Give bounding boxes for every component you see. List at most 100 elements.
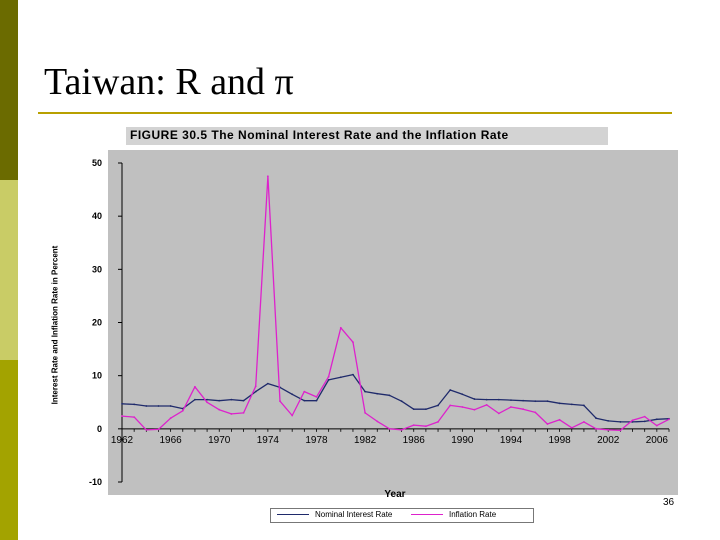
data-point-nominal-interest-rate	[388, 394, 391, 397]
data-point-nominal-interest-rate	[291, 393, 294, 396]
data-point-inflation-rate	[497, 412, 500, 415]
data-point-nominal-interest-rate	[619, 421, 622, 423]
data-point-nominal-interest-rate	[230, 398, 233, 401]
data-point-nominal-interest-rate	[473, 398, 476, 400]
data-point-inflation-rate	[631, 419, 634, 422]
data-point-nominal-interest-rate	[461, 393, 464, 396]
data-point-inflation-rate	[534, 411, 537, 414]
data-point-inflation-rate	[485, 404, 488, 406]
x-tick-label: 2002	[597, 435, 620, 446]
data-point-nominal-interest-rate	[522, 399, 525, 402]
data-point-nominal-interest-rate	[315, 399, 318, 402]
data-point-nominal-interest-rate	[218, 399, 221, 402]
data-point-nominal-interest-rate	[145, 405, 148, 407]
data-point-inflation-rate	[437, 421, 439, 423]
data-point-inflation-rate	[327, 375, 330, 378]
data-point-nominal-interest-rate	[169, 405, 172, 407]
data-point-inflation-rate	[352, 341, 354, 344]
data-point-inflation-rate	[364, 411, 367, 414]
data-point-nominal-interest-rate	[583, 404, 585, 407]
y-tick-label: 0	[97, 424, 102, 434]
data-point-nominal-interest-rate	[643, 420, 646, 423]
data-point-inflation-rate	[315, 396, 318, 398]
accent-bar-middle	[0, 180, 18, 360]
x-axis-label: Year	[384, 489, 406, 500]
chart-legend: Nominal Interest Rate Inflation Rate	[270, 508, 534, 523]
series-line-inflation-rate	[121, 175, 670, 432]
data-point-nominal-interest-rate	[607, 419, 610, 422]
legend-item-nominal-interest-rate: Nominal Interest Rate	[277, 510, 392, 519]
data-point-nominal-interest-rate	[510, 399, 512, 402]
data-point-inflation-rate	[449, 404, 452, 407]
data-point-inflation-rate	[157, 428, 160, 431]
x-tick-label: 1966	[159, 435, 182, 446]
legend-item-inflation-rate: Inflation Rate	[411, 510, 496, 519]
data-point-inflation-rate	[230, 413, 233, 415]
data-point-nominal-interest-rate	[570, 403, 573, 406]
figure-title: FIGURE 30.5 The Nominal Interest Rate an…	[130, 128, 509, 142]
data-point-inflation-rate	[607, 428, 610, 431]
slide-title: Taiwan: R and π	[44, 61, 294, 103]
data-point-nominal-interest-rate	[157, 405, 160, 407]
data-point-inflation-rate	[461, 406, 464, 408]
plot-area	[108, 150, 678, 495]
x-tick-label: 1994	[500, 435, 523, 446]
data-point-inflation-rate	[303, 390, 306, 393]
data-point-nominal-interest-rate	[339, 376, 342, 379]
data-point-inflation-rate	[595, 427, 597, 430]
legend-swatch-nominal-interest-rate	[277, 514, 309, 516]
data-point-inflation-rate	[412, 424, 415, 427]
data-point-nominal-interest-rate	[485, 398, 488, 401]
x-tick-label: 1970	[208, 435, 231, 446]
data-point-nominal-interest-rate	[424, 408, 427, 411]
data-point-inflation-rate	[558, 418, 561, 421]
x-tick-label: 2006	[646, 435, 669, 446]
data-point-nominal-interest-rate	[121, 402, 123, 405]
data-point-nominal-interest-rate	[327, 379, 330, 381]
data-point-inflation-rate	[266, 175, 269, 178]
data-point-inflation-rate	[510, 406, 512, 408]
data-point-inflation-rate	[473, 408, 476, 411]
data-point-nominal-interest-rate	[303, 399, 306, 402]
data-point-nominal-interest-rate	[376, 392, 379, 395]
figure-title-banner	[126, 127, 608, 145]
data-point-nominal-interest-rate	[546, 400, 549, 403]
data-point-nominal-interest-rate	[595, 417, 597, 420]
legend-swatch-inflation-rate	[411, 514, 443, 516]
data-point-nominal-interest-rate	[655, 418, 658, 421]
data-point-nominal-interest-rate	[266, 382, 269, 385]
data-point-inflation-rate	[376, 420, 379, 423]
y-tick-label: 30	[92, 264, 102, 274]
data-point-inflation-rate	[388, 427, 391, 430]
y-tick-label: -10	[89, 477, 102, 487]
x-tick-label: 1978	[305, 435, 328, 446]
data-point-nominal-interest-rate	[558, 402, 561, 405]
x-tick-label: 1990	[451, 435, 474, 446]
data-point-inflation-rate	[121, 415, 123, 417]
data-point-inflation-rate	[194, 385, 196, 388]
data-point-inflation-rate	[583, 421, 585, 423]
x-tick-label: 1974	[257, 435, 280, 446]
series-line-nominal-interest-rate	[121, 373, 670, 423]
data-point-inflation-rate	[254, 385, 257, 388]
data-point-inflation-rate	[424, 425, 427, 428]
data-point-inflation-rate	[169, 417, 172, 420]
data-point-nominal-interest-rate	[412, 408, 415, 411]
data-point-inflation-rate	[279, 400, 281, 403]
legend-label-nominal-interest-rate: Nominal Interest Rate	[315, 510, 393, 519]
title-divider	[38, 112, 672, 114]
data-point-inflation-rate	[570, 426, 573, 429]
data-point-nominal-interest-rate	[206, 398, 208, 401]
x-tick-label: 1998	[548, 435, 571, 446]
data-point-inflation-rate	[655, 424, 658, 427]
y-tick-label: 10	[92, 371, 102, 381]
data-point-inflation-rate	[522, 408, 525, 411]
x-tick-label: 1982	[354, 435, 377, 446]
data-point-inflation-rate	[546, 423, 549, 425]
data-point-nominal-interest-rate	[437, 404, 439, 407]
data-point-nominal-interest-rate	[352, 373, 354, 376]
y-axis-label: Interest Rate and Inflation Rate in Perc…	[50, 245, 60, 405]
data-point-inflation-rate	[400, 428, 403, 431]
data-point-inflation-rate	[145, 428, 148, 431]
